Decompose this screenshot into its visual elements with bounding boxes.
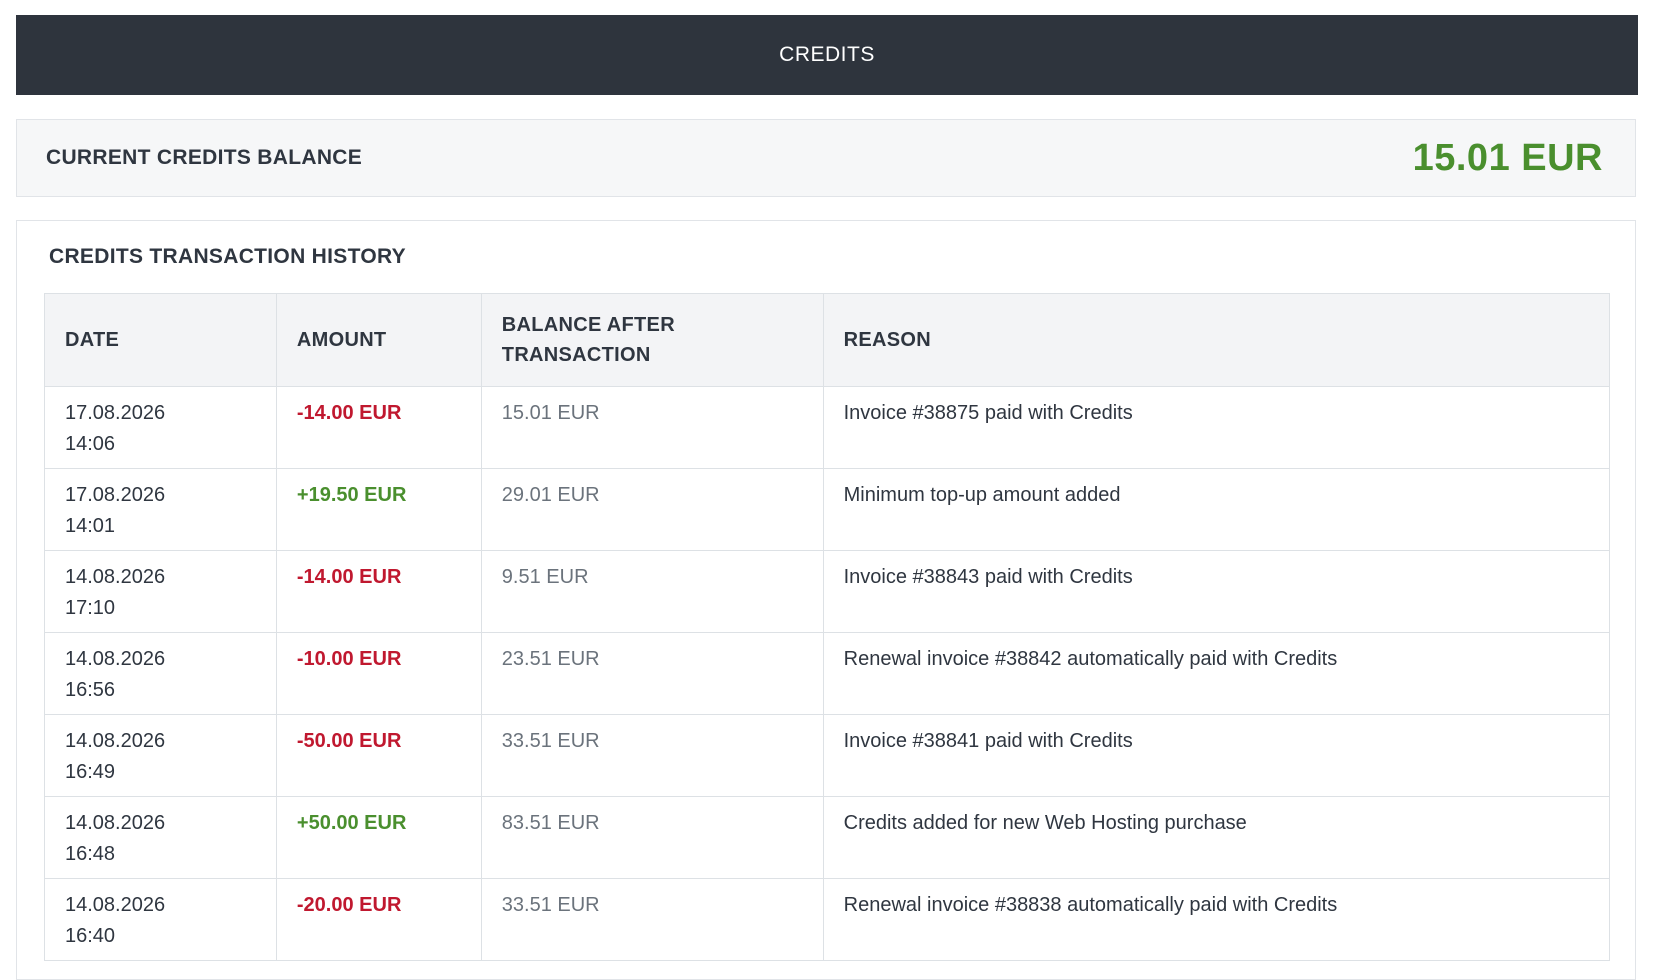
- reason-cell: Credits added for new Web Hosting purcha…: [822, 796, 1611, 879]
- current-balance-panel: CURRENT CREDITS BALANCE 15.01 EUR: [16, 119, 1636, 197]
- time-text: 17:10: [65, 597, 116, 619]
- time-text: 14:01: [65, 515, 116, 537]
- balance-after-cell: 23.51 EUR: [480, 632, 824, 715]
- date-text: 14.08.2026: [65, 566, 166, 588]
- amount-cell: +19.50 EUR: [275, 468, 482, 551]
- table-row: 14.08.2026 16:56 -10.00 EUR 23.51 EUR Re…: [44, 632, 1611, 715]
- column-header-amount: AMOUNT: [275, 293, 482, 387]
- table-header-row: DATE AMOUNT BALANCE AFTER TRANSACTION RE…: [44, 293, 1611, 387]
- date-text: 14.08.2026: [65, 894, 166, 916]
- balance-after-cell: 29.01 EUR: [480, 468, 824, 551]
- history-title: CREDITS TRANSACTION HISTORY: [49, 245, 406, 268]
- page-title: CREDITS: [779, 43, 875, 66]
- page-header: CREDITS: [16, 15, 1638, 95]
- date-cell: 14.08.2026 16:56: [44, 632, 277, 715]
- time-text: 16:40: [65, 925, 116, 947]
- column-header-balance-after: BALANCE AFTER TRANSACTION: [480, 293, 824, 387]
- amount-cell: +50.00 EUR: [275, 796, 482, 879]
- date-cell: 14.08.2026 16:49: [44, 714, 277, 797]
- table-row: 17.08.2026 14:06 -14.00 EUR 15.01 EUR In…: [44, 386, 1611, 469]
- reason-cell: Invoice #38843 paid with Credits: [822, 550, 1611, 633]
- amount-cell: -20.00 EUR: [275, 878, 482, 961]
- date-text: 17.08.2026: [65, 484, 166, 506]
- column-header-balance-line2: TRANSACTION: [501, 344, 651, 366]
- date-cell: 14.08.2026 16:48: [44, 796, 277, 879]
- time-text: 14:06: [65, 433, 116, 455]
- date-text: 14.08.2026: [65, 648, 166, 670]
- balance-value: 15.01 EUR: [1412, 136, 1603, 179]
- table-row: 14.08.2026 16:49 -50.00 EUR 33.51 EUR In…: [44, 714, 1611, 797]
- column-header-date: DATE: [44, 293, 277, 387]
- amount-cell: -50.00 EUR: [275, 714, 482, 797]
- balance-after-cell: 9.51 EUR: [480, 550, 824, 633]
- balance-after-cell: 33.51 EUR: [480, 714, 824, 797]
- table-row: 14.08.2026 16:48 +50.00 EUR 83.51 EUR Cr…: [44, 796, 1611, 879]
- amount-cell: -14.00 EUR: [275, 386, 482, 469]
- balance-after-cell: 83.51 EUR: [480, 796, 824, 879]
- table-row: 17.08.2026 14:01 +19.50 EUR 29.01 EUR Mi…: [44, 468, 1611, 551]
- reason-cell: Invoice #38841 paid with Credits: [822, 714, 1611, 797]
- time-text: 16:48: [65, 843, 116, 865]
- balance-after-cell: 15.01 EUR: [480, 386, 824, 469]
- reason-cell: Minimum top-up amount added: [822, 468, 1611, 551]
- table-row: 14.08.2026 17:10 -14.00 EUR 9.51 EUR Inv…: [44, 550, 1611, 633]
- amount-cell: -10.00 EUR: [275, 632, 482, 715]
- amount-cell: -14.00 EUR: [275, 550, 482, 633]
- date-cell: 14.08.2026 17:10: [44, 550, 277, 633]
- column-header-reason: REASON: [822, 293, 1611, 387]
- date-text: 14.08.2026: [65, 730, 166, 752]
- time-text: 16:56: [65, 679, 116, 701]
- reason-cell: Renewal invoice #38838 automatically pai…: [822, 878, 1611, 961]
- date-cell: 17.08.2026 14:06: [44, 386, 277, 469]
- date-cell: 17.08.2026 14:01: [44, 468, 277, 551]
- date-text: 14.08.2026: [65, 812, 166, 834]
- time-text: 16:49: [65, 761, 116, 783]
- balance-label: CURRENT CREDITS BALANCE: [46, 146, 363, 169]
- date-text: 17.08.2026: [65, 402, 166, 424]
- balance-after-cell: 33.51 EUR: [480, 878, 824, 961]
- transaction-history-panel: CREDITS TRANSACTION HISTORY DATE AMOUNT …: [16, 220, 1636, 980]
- reason-cell: Invoice #38875 paid with Credits: [822, 386, 1611, 469]
- date-cell: 14.08.2026 16:40: [44, 878, 277, 961]
- table-row: 14.08.2026 16:40 -20.00 EUR 33.51 EUR Re…: [44, 878, 1611, 961]
- reason-cell: Renewal invoice #38842 automatically pai…: [822, 632, 1611, 715]
- column-header-balance-line1: BALANCE AFTER: [501, 314, 675, 336]
- transaction-table: DATE AMOUNT BALANCE AFTER TRANSACTION RE…: [44, 293, 1611, 961]
